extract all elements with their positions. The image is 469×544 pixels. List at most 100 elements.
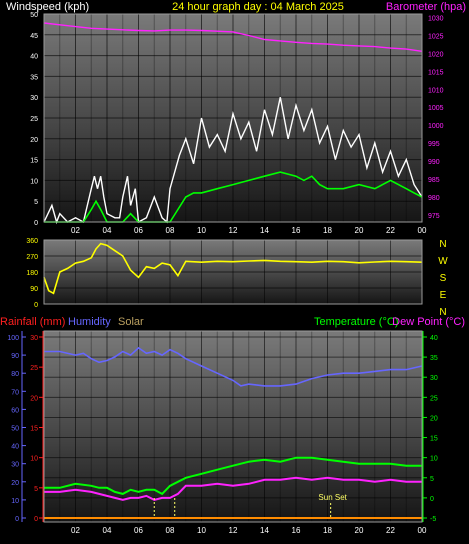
barometer-ticks: 975 980 985 990 995 1000 1005 1010 1015 1020 1025 1…: [428, 16, 444, 220]
direction-panel-series: [43, 242, 423, 295]
windspeed-tick-label: 20: [30, 137, 38, 144]
x-tick-label: 00: [418, 526, 427, 535]
direction-panel-border: [43, 239, 423, 305]
x-tick-label: 06: [134, 226, 143, 235]
barometer-tick-label: 1015: [428, 69, 444, 76]
x-tick-label: 18: [323, 526, 332, 535]
x-tick-label: 00: [418, 226, 427, 235]
temperature-tick-label: 20: [430, 415, 438, 422]
wind-direction-line: [43, 242, 423, 295]
humidity-tick-label: 30: [11, 462, 19, 469]
x-tick-label: 14: [260, 226, 269, 235]
rainfall-legend-label: Rainfall (mm): [0, 316, 65, 328]
barometer-tick-label: 1025: [428, 34, 444, 41]
humidity-tick-label: 0: [15, 516, 19, 523]
x-tick-label: 16: [292, 526, 301, 535]
x-tick-label: 02: [71, 226, 80, 235]
x-tick-label: 22: [386, 526, 395, 535]
x-tick-label: 10: [197, 526, 206, 535]
x-tick-label: 18: [323, 226, 332, 235]
x-tick-label: 12: [229, 226, 238, 235]
windspeed-tick-label: 10: [30, 178, 38, 185]
x-tick-label: 02: [71, 526, 80, 535]
temperature-tick-label: 15: [430, 436, 438, 443]
windspeed-tick-label: 35: [30, 74, 38, 81]
windspeed-tick-label: 15: [30, 158, 38, 165]
rainfall-tick-label: 5: [34, 486, 38, 493]
temperature-tick-label: 35: [430, 355, 438, 362]
humidity-tick-label: 90: [11, 353, 19, 360]
temperature-tick-label: -5: [430, 516, 436, 523]
x-tick-label: 10: [197, 226, 206, 235]
windspeed-tick-label: 50: [30, 12, 38, 19]
x-tick-label: 06: [134, 526, 143, 535]
wind-average-line: [44, 171, 423, 223]
rainfall-tick-label: 30: [30, 335, 38, 342]
barometer-tick-label: 985: [428, 177, 440, 184]
temperature-panel-series: [44, 346, 423, 519]
x-tick-label: 16: [292, 226, 301, 235]
barometer-tick-label: 980: [428, 195, 440, 202]
x-tick-label: 20: [355, 526, 364, 535]
x-tick-label: 12: [229, 526, 238, 535]
windspeed-tick-label: 40: [30, 54, 38, 61]
temperature-tick-label: 10: [430, 456, 438, 463]
x-tick-label: 04: [103, 526, 112, 535]
humidity-tick-label: 50: [11, 426, 19, 433]
direction-tick-label: 360: [26, 238, 38, 245]
compass-label: W: [438, 256, 448, 267]
rainfall-tick-label: 20: [30, 395, 38, 402]
temperature-tick-label: 25: [430, 395, 438, 402]
humidity-tick-label: 80: [11, 371, 19, 378]
wind-gust-line: [43, 97, 423, 225]
temperature-tick-label: 0: [430, 496, 434, 503]
compass-label: N: [439, 239, 446, 250]
barometer-line: [43, 22, 423, 52]
wind-panel-series: [43, 22, 423, 225]
humidity-tick-label: 40: [11, 444, 19, 451]
rainfall-ticks: 0 5 10 15 20 25 30: [30, 335, 43, 523]
windspeed-tick-label: 30: [30, 95, 38, 102]
dewpoint-legend-label: Dew Point (°C): [392, 316, 465, 328]
barometer-axis-title: Barometer (hpa): [386, 1, 466, 13]
x-tick-label: 20: [355, 226, 364, 235]
temperature-legend-label: Temperature (°C): [314, 316, 398, 328]
humidity-tick-label: 10: [11, 498, 19, 505]
rainfall-tick-label: 25: [30, 365, 38, 372]
sunset-label: Sun Set: [318, 493, 347, 502]
rainfall-tick-label: 0: [34, 516, 38, 523]
wind-panel-x-labels: 02 04 06 08 10 12 14 16 18 20 22 00: [71, 226, 427, 235]
humidity-tick-label: 100: [7, 335, 19, 342]
windspeed-tick-label: 5: [34, 199, 38, 206]
temperature-tick-label: 5: [430, 476, 434, 483]
x-tick-label: 04: [103, 226, 112, 235]
windspeed-ticks: 0 5 10 15 20 25 30 35 40 45 50: [30, 12, 38, 227]
barometer-tick-label: 975: [428, 213, 440, 220]
compass-label: S: [440, 273, 447, 284]
temperature-tick-label: 30: [430, 375, 438, 382]
barometer-tick-label: 1030: [428, 16, 444, 23]
x-tick-label: 08: [166, 226, 175, 235]
windspeed-tick-label: 45: [30, 33, 38, 40]
barometer-tick-label: 995: [428, 141, 440, 148]
dewpoint-line: [44, 476, 422, 501]
temperature-panel-border: [43, 330, 423, 523]
x-tick-label: 08: [166, 526, 175, 535]
humidity-legend-label: Humidity: [68, 316, 111, 328]
barometer-tick-label: 990: [428, 159, 440, 166]
humidity-line: [44, 346, 423, 387]
humidity-tick-label: 20: [11, 480, 19, 487]
direction-tick-label: 270: [26, 254, 38, 261]
compass-label: N: [439, 307, 446, 318]
humidity-tick-label: 60: [11, 407, 19, 414]
humidity-tick-label: 70: [11, 389, 19, 396]
temperature-tick-label: 40: [430, 335, 438, 342]
direction-tick-label: 90: [30, 286, 38, 293]
temperature-line: [44, 456, 422, 496]
barometer-tick-label: 1005: [428, 105, 444, 112]
windspeed-tick-label: 25: [30, 116, 38, 123]
direction-degree-ticks: 0 90 180 270 360: [26, 238, 38, 309]
windspeed-tick-label: 0: [34, 220, 38, 227]
